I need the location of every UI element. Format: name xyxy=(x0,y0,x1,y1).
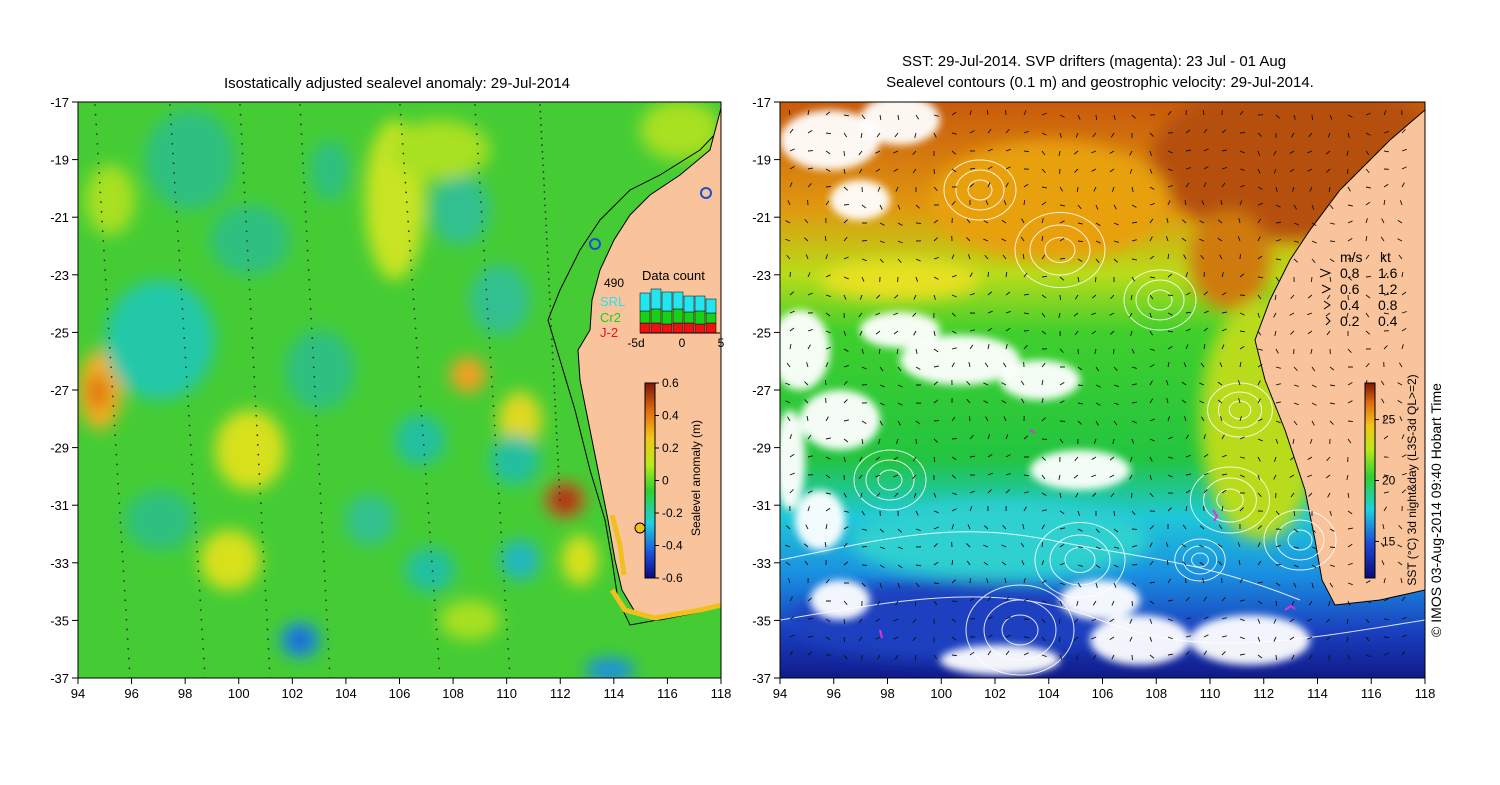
left-map-x-tick-label: 118 xyxy=(711,686,732,701)
left-map-y-tick-label: -29 xyxy=(50,441,69,456)
left-map-x-tick-label: 104 xyxy=(335,686,357,701)
velocity-legend-kt: 1.2 xyxy=(1378,281,1398,297)
tide-gauge-marker xyxy=(635,523,645,533)
left-map-y-tick-label: -33 xyxy=(50,556,69,571)
legend-cr2: Cr2 xyxy=(600,310,621,325)
velocity-legend-kt: 1.6 xyxy=(1378,265,1398,281)
colorbar-tick-label: 0.4 xyxy=(662,409,679,423)
data-count-tick-0: 0 xyxy=(679,336,686,350)
left-map-x-tick-label: 100 xyxy=(228,686,250,701)
colorbar-tick-label: 0.2 xyxy=(662,441,679,455)
colorbar-tick-label: -0.4 xyxy=(662,539,683,553)
right-map-x-tick-label: 104 xyxy=(1038,686,1060,701)
right-map-y-tick-label: -21 xyxy=(752,210,771,225)
left-map-y-tick-label: -31 xyxy=(50,498,69,513)
legend-srl: SRL xyxy=(600,294,625,309)
left-map-x-tick-label: 98 xyxy=(178,686,192,701)
left-map-field xyxy=(78,100,721,682)
left-map-y-tick-label: -23 xyxy=(50,268,69,283)
sla-colorbar-gradient xyxy=(645,383,655,578)
right-map-title-line2: Sealevel contours (0.1 m) and geostrophi… xyxy=(886,74,1314,91)
velocity-legend-kt: 0.8 xyxy=(1378,297,1398,313)
right-map-y-tick-label: -35 xyxy=(752,613,771,628)
sst-colorbar-gradient xyxy=(1365,383,1375,578)
left-map-x-tick-label: 102 xyxy=(281,686,303,701)
left-map-x-tick-label: 114 xyxy=(603,686,624,701)
right-map-x-tick-label: 96 xyxy=(827,686,841,701)
colorbar-tick-label: -0.2 xyxy=(662,506,683,520)
right-map-y-tick-label: -17 xyxy=(752,95,771,110)
right-map-y-tick-label: -33 xyxy=(752,556,771,571)
colorbar-tick-label: 15 xyxy=(1382,534,1396,548)
data-count-total: 490 xyxy=(604,276,624,290)
left-map-y-tick-label: -35 xyxy=(50,613,69,628)
left-map-x-tick-label: 94 xyxy=(71,686,85,701)
left-map-x-tick-label: 116 xyxy=(657,686,678,701)
right-map-y-tick-label: -29 xyxy=(752,441,771,456)
left-map-x-tick-label: 108 xyxy=(442,686,464,701)
right-map-x-tick-label: 94 xyxy=(773,686,787,701)
data-count-tick-m5: -5d xyxy=(627,336,644,350)
right-map-x-tick-label: 116 xyxy=(1361,686,1382,701)
left-map-y-tick-label: -17 xyxy=(50,95,69,110)
left-map-x-tick-label: 96 xyxy=(124,686,138,701)
left-map-y-tick-label: -25 xyxy=(50,325,69,340)
right-map-title-line1: SST: 29-Jul-2014. SVP drifters (magenta)… xyxy=(902,53,1286,70)
left-map-title: Isostatically adjusted sealevel anomaly:… xyxy=(224,75,570,92)
right-map-x-tick-label: 98 xyxy=(880,686,894,701)
right-map-x-tick-label: 106 xyxy=(1092,686,1114,701)
velocity-legend-ms: 0.4 xyxy=(1340,297,1360,313)
left-map-y-tick-label: -37 xyxy=(50,671,69,686)
right-map-x-tick-label: 118 xyxy=(1415,686,1436,701)
colorbar-tick-label: 0 xyxy=(662,474,669,488)
left-map-y-tick-label: -27 xyxy=(50,383,69,398)
right-map-x-tick-label: 114 xyxy=(1307,686,1328,701)
left-map-y-tick-label: -19 xyxy=(50,153,69,168)
colorbar-tick-label: 20 xyxy=(1382,474,1396,488)
right-map-x-tick-label: 112 xyxy=(1253,686,1274,701)
right-map-x-tick-label: 110 xyxy=(1200,686,1221,701)
colorbar-tick-label: -0.6 xyxy=(662,571,683,585)
left-map-x-tick-label: 106 xyxy=(389,686,411,701)
colorbar-tick-label: 25 xyxy=(1382,413,1396,427)
left-map-x-tick-label: 110 xyxy=(496,686,517,701)
legend-j2: J-2 xyxy=(600,325,618,340)
right-map-x-tick-label: 102 xyxy=(984,686,1006,701)
right-map-y-tick-label: -23 xyxy=(752,268,771,283)
velocity-legend-kt: 0.4 xyxy=(1378,313,1398,329)
data-count-tick-5: 5 xyxy=(718,336,725,350)
right-map-x-tick-label: 108 xyxy=(1145,686,1167,701)
velocity-unit-kt: kt xyxy=(1380,249,1391,265)
colorbar-tick-label: 0.6 xyxy=(662,376,679,390)
right-map-y-tick-label: -19 xyxy=(752,153,771,168)
velocity-legend-ms: 0.6 xyxy=(1340,281,1360,297)
right-map-x-tick-label: 100 xyxy=(930,686,952,701)
right-map-y-tick-label: -37 xyxy=(752,671,771,686)
left-map-y-tick-label: -21 xyxy=(50,210,69,225)
sst-colorbar-label: SST (°C) 3d night&day (L3S-3d QL>=2) xyxy=(1405,374,1419,585)
velocity-legend-ms: 0.2 xyxy=(1340,313,1360,329)
left-map-x-tick-label: 112 xyxy=(550,686,571,701)
right-map-y-tick-label: -31 xyxy=(752,498,771,513)
right-map-y-tick-label: -25 xyxy=(752,325,771,340)
velocity-unit-ms: m/s xyxy=(1340,249,1363,265)
velocity-legend-ms: 0.8 xyxy=(1340,265,1360,281)
right-map-y-tick-label: -27 xyxy=(752,383,771,398)
imos-credit: © IMOS 03-Aug-2014 09:40 Hobart Time xyxy=(1428,383,1444,637)
right-map-field xyxy=(770,80,1450,678)
sla-colorbar-label: Sealevel anomaly (m) xyxy=(689,420,703,536)
data-count-title: Data count xyxy=(642,268,705,283)
